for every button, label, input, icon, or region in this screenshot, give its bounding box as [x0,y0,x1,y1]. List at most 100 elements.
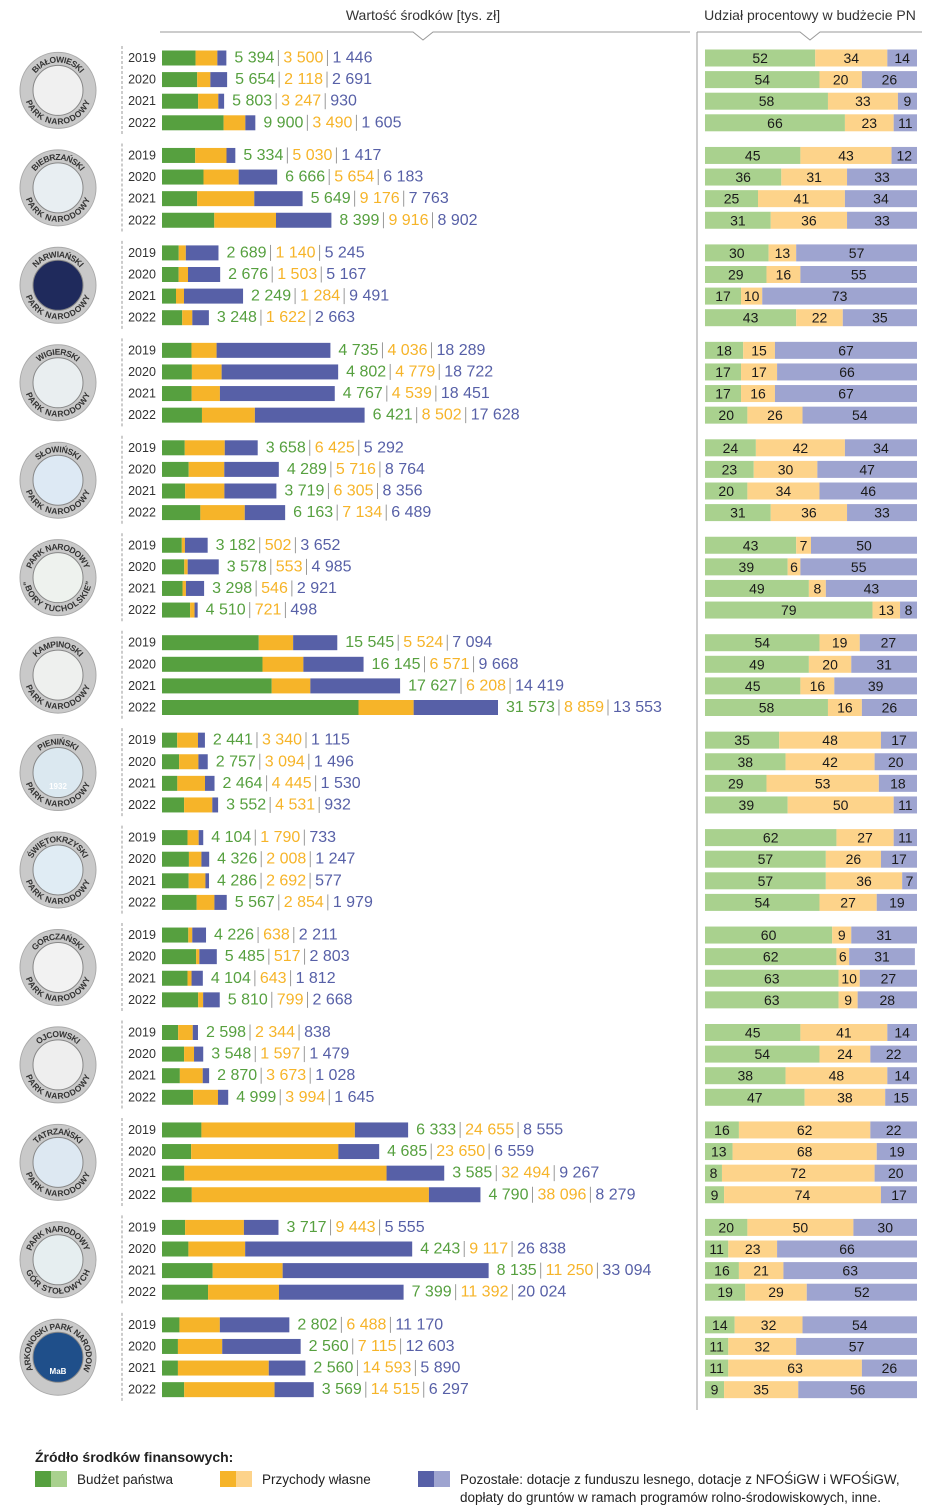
share-segment [705,850,826,868]
bar-segment [175,288,184,304]
share-label: 15 [751,342,767,358]
legend: Źródło środków finansowych: Budżet państ… [35,1449,925,1505]
year-label: 2019 [128,928,156,942]
share-label: 54 [754,72,770,88]
share-label: 19 [717,1284,733,1300]
share-segment [885,1088,917,1106]
share-label: 41 [794,191,810,207]
value-label: 4 286 [217,872,257,889]
bar-segment [199,949,217,965]
value-label: 4 779 [395,363,435,380]
bar-segment [201,1122,355,1138]
share-label: 14 [712,1317,728,1333]
year-label: 2021 [128,874,156,888]
bar-segment [226,147,236,163]
share-label: 43 [743,537,759,553]
year-label: 2021 [128,94,156,108]
share-segment [774,385,917,403]
bar-segment [244,505,286,521]
value-label: 8 279 [595,1186,635,1203]
share-label: 24 [837,1046,853,1062]
logo-disc [32,1039,84,1091]
value-label: 9 668 [479,656,519,673]
value-label: 1 597 [260,1046,300,1063]
share-label: 16 [776,267,792,283]
bar-segment [162,1025,179,1040]
bar-segment [203,992,220,1008]
legend-swatch [35,1471,51,1487]
share-label: 7 [906,873,914,889]
share-label: 24 [723,440,739,456]
share-segment [836,948,850,966]
bar-segment [162,797,185,813]
value-label: 2 560 [309,1338,349,1355]
value-label: 16 145 [372,656,421,673]
bar-segment [162,559,185,575]
bar-segment [162,700,359,715]
bar-segment [162,970,188,986]
share-label: 27 [840,894,856,910]
share-segment [705,211,771,229]
share-label: 20 [888,754,904,770]
bar-segment [202,1068,210,1084]
value-label: 4 999 [236,1089,276,1106]
bar-segment [162,927,189,943]
share-label: 49 [749,656,765,672]
share-segment [853,1218,917,1236]
bar-segment [190,602,195,618]
share-label: 15 [893,1089,909,1105]
share-label: 20 [822,656,838,672]
year-label: 2019 [128,148,156,162]
share-label: 33 [874,505,890,521]
value-label: 1 479 [309,1046,349,1063]
bar-segment [187,830,199,846]
share-segment [705,341,744,359]
year-label: 2019 [128,51,156,65]
bar-segment [293,635,338,651]
share-segment [728,1337,797,1355]
bar-segment [224,461,279,477]
share-label: 73 [832,288,848,304]
bar-segment [221,364,339,380]
year-label: 2020 [128,73,156,87]
share-segment [787,796,894,814]
value-label: 4 531 [275,796,315,813]
logo-text: PIENIŃSKI [35,736,80,752]
share-segment [876,893,917,911]
share-label: 62 [763,949,779,965]
share-segment [705,634,820,652]
share-label: 20 [718,407,734,423]
value-label: 4 685 [387,1143,427,1160]
share-label: 33 [874,212,890,228]
logo-extra: 1932 [49,782,67,791]
share-segment [753,460,818,478]
share-segment [847,211,917,229]
value-label: 6 297 [429,1381,469,1398]
share-label: 17 [891,732,907,748]
bar-segment [194,1046,204,1062]
value-label: 11 250 [546,1262,594,1279]
value-label: 8 399 [339,212,379,229]
bar-segment [162,407,202,423]
share-segment [705,482,748,500]
share-label: 26 [882,1360,898,1376]
share-label: 47 [859,461,875,477]
share-label: 19 [832,635,848,651]
share-segment [783,1262,917,1280]
share-segment [705,699,828,716]
bar-segment [183,288,244,304]
bar-segment [185,1219,244,1235]
share-segment [804,1088,886,1106]
share-segment [745,1283,807,1301]
share-segment [705,146,801,164]
bar-segment [162,115,224,131]
value-label: 4 735 [338,342,378,359]
value-label: 2 757 [216,753,256,770]
share-segment [705,1088,805,1106]
value-label: 1 284 [300,288,340,305]
bar-segment [198,830,204,846]
year-label: 2022 [128,1285,156,1299]
value-label: 6 163 [293,504,333,521]
share-segment [758,190,845,208]
share-label: 74 [795,1187,811,1203]
